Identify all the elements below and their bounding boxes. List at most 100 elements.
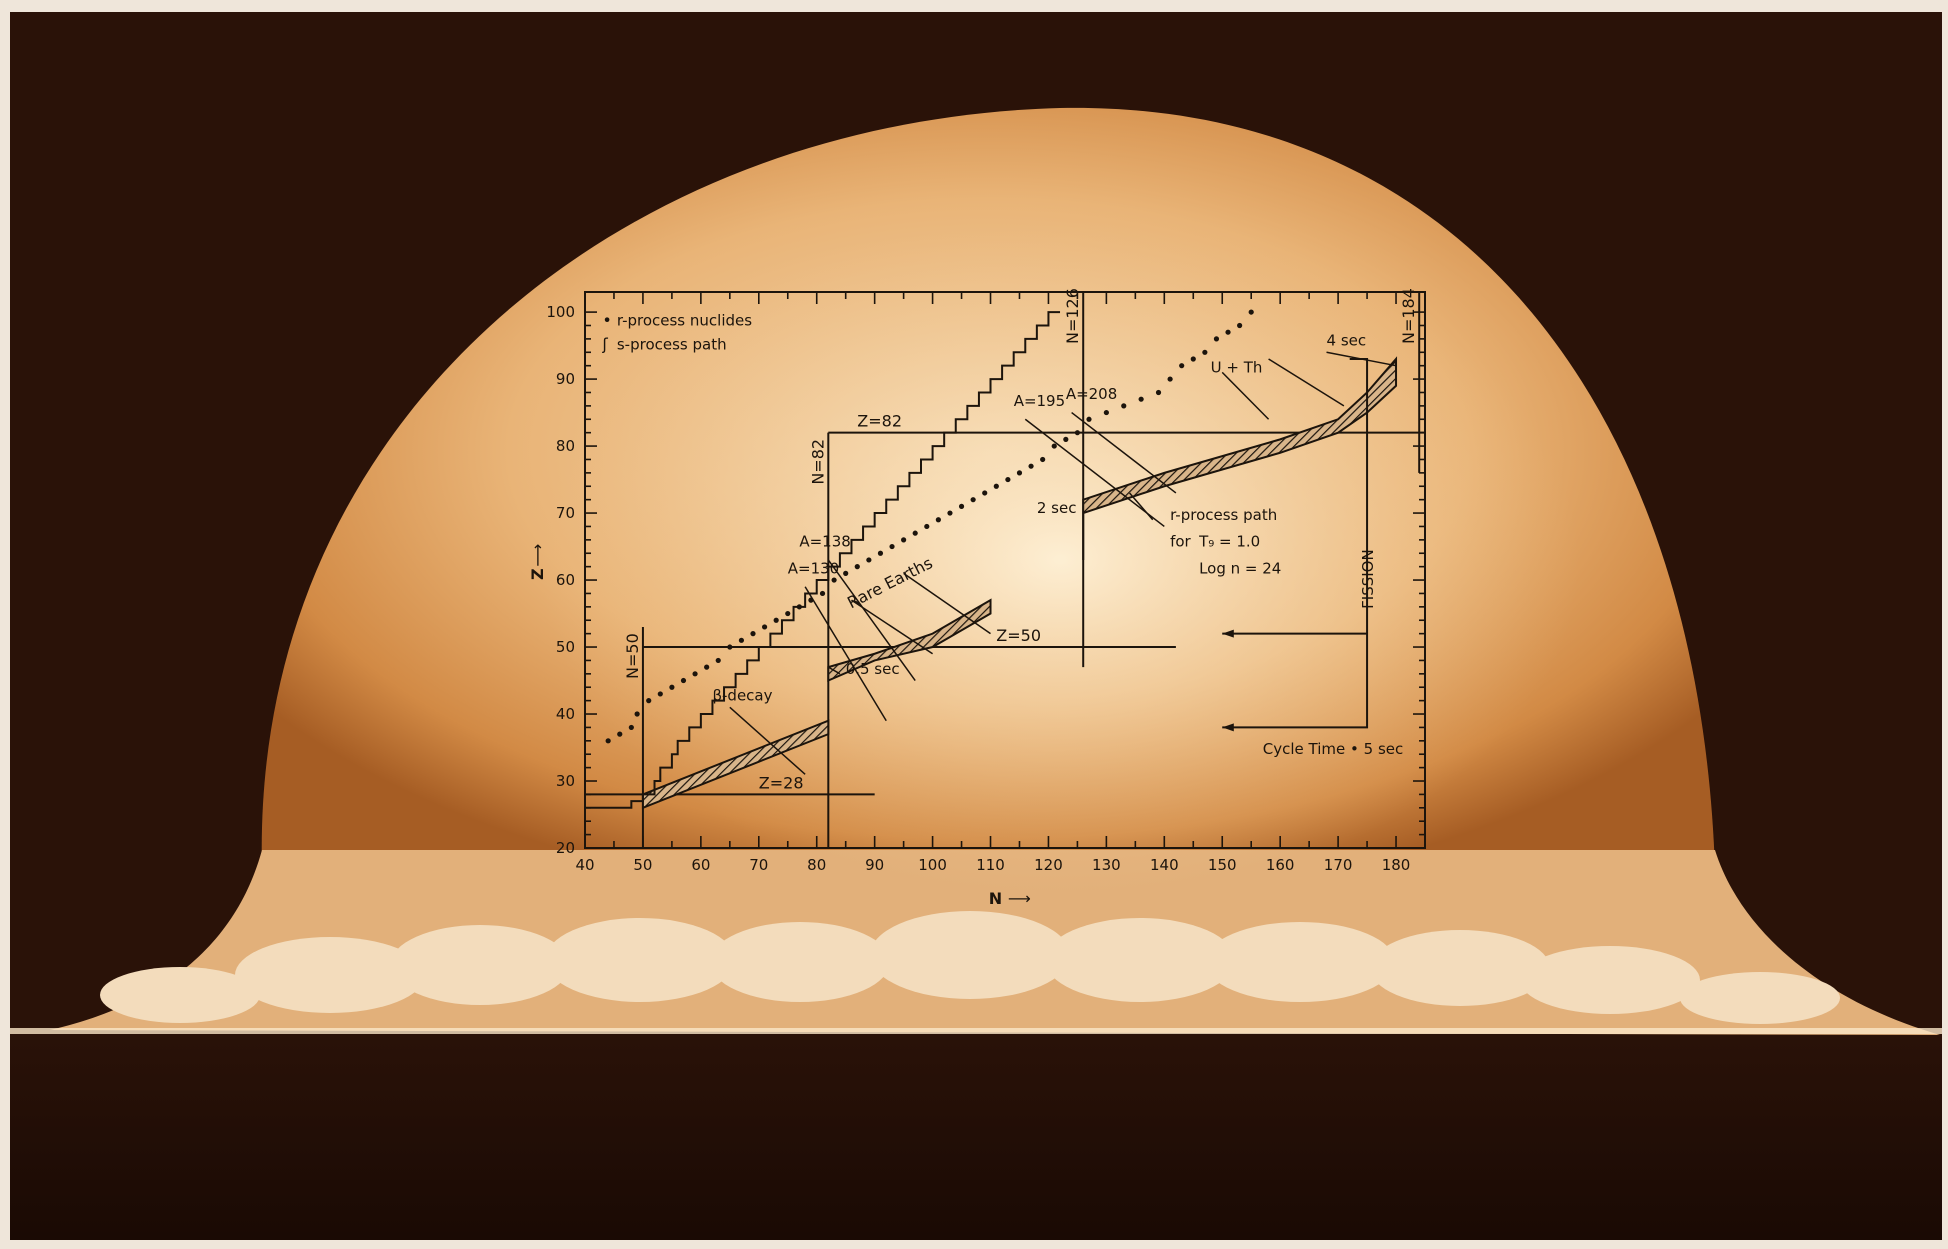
x-tick-label: 50	[633, 856, 652, 874]
r-process-nuclide-point	[924, 523, 930, 530]
annotations: A=130 A=138 A=195 A=208 β-decay 0.5 sec Rare E…	[712, 332, 1403, 775]
r-process-nuclide-point	[1167, 376, 1173, 382]
y-tick-label: 40	[556, 705, 575, 723]
annotation-leader-line	[1221, 371, 1270, 420]
annotation-label: 0.5 sec	[846, 660, 900, 678]
horizon-line	[10, 1028, 1942, 1034]
annotation-label: Cycle Time • 5 sec	[1263, 740, 1403, 758]
magic-line-label: N=184	[1399, 288, 1418, 344]
magic-line-label: N=82	[808, 439, 827, 485]
annotation-label: 4 sec	[1327, 332, 1367, 350]
r-process-nuclide-point	[657, 691, 663, 697]
annotation-leader-line	[804, 586, 887, 722]
annotation-leader-line	[1071, 411, 1177, 494]
x-tick-label: 180	[1382, 856, 1411, 874]
x-tick-label: 60	[691, 856, 710, 874]
r-process-nuclide-point	[692, 671, 698, 677]
r-process-nuclide-point	[831, 577, 837, 583]
r-process-nuclide-point	[1155, 389, 1162, 396]
x-axis-label: N	[989, 889, 1002, 908]
magic-number-lines: N=50 N=82 N=126 N=184 Z=28 Z=50 Z=82	[585, 288, 1425, 848]
r-process-nuclide-point	[738, 637, 745, 643]
annotation-leader-line	[729, 706, 806, 775]
magic-line-label: N=50	[623, 633, 642, 679]
r-process-band-segment	[827, 598, 992, 683]
annotation-leader-line	[903, 572, 991, 635]
r-process-nuclides	[605, 309, 1254, 744]
y-tick-label: 100	[546, 303, 575, 321]
y-tick-label: 50	[556, 638, 575, 656]
r-process-nuclide-point	[947, 510, 953, 516]
y-tick-label: 90	[556, 370, 575, 388]
tick-labels: 40 50 60 70 80 90 100 110 120 130 140 150 160 170 180 2…	[546, 303, 1410, 874]
r-process-band-segment	[1082, 356, 1398, 560]
r-process-nuclide-point	[889, 543, 895, 550]
r-process-nuclide-point	[773, 617, 779, 623]
tick-marks	[584, 292, 1426, 849]
r-process-nuclide-point	[1074, 430, 1081, 436]
r-process-nuclide-point	[1063, 436, 1069, 442]
annotation-label: Rare Earths	[844, 553, 935, 612]
annotation-label: A=138	[799, 533, 850, 551]
r-process-nuclide-point	[680, 677, 687, 684]
r-process-nuclide-point	[982, 490, 988, 496]
r-process-nuclide-point	[646, 698, 652, 704]
r-process-nuclide-point	[993, 483, 999, 489]
plot-frame	[584, 291, 1426, 849]
y-axis-arrow-icon: ⟶	[528, 544, 547, 567]
x-tick-label: 80	[807, 856, 826, 874]
r-process-nuclide-point	[796, 604, 802, 610]
magic-line-label: N=126	[1063, 288, 1082, 344]
legend-label: r-process nuclides	[617, 311, 752, 329]
r-process-nuclide-point	[1121, 403, 1127, 409]
annotation-leader-line	[1024, 418, 1165, 528]
r-process-nuclide-point	[750, 631, 756, 637]
r-process-nuclide-point	[1028, 463, 1034, 469]
r-process-nuclide-point	[866, 557, 872, 563]
annotation-label: A=208	[1066, 385, 1117, 403]
r-process-nuclide-point	[970, 497, 976, 503]
r-process-nuclide-point	[634, 711, 640, 717]
y-tick-label: 80	[556, 437, 575, 455]
y-tick-label: 30	[556, 772, 575, 790]
r-process-nuclide-point	[1248, 309, 1254, 315]
x-axis-arrow-icon: ⟶	[1008, 889, 1031, 908]
x-tick-label: 150	[1208, 856, 1237, 874]
x-tick-label: 100	[918, 856, 947, 874]
annotation-leader-line	[851, 599, 933, 655]
magic-line-label: Z=28	[759, 773, 804, 792]
r-process-nuclide-point	[628, 724, 634, 731]
r-process-nuclide-point	[1138, 396, 1144, 402]
annotation-leader-line	[827, 559, 916, 681]
magic-line-label: Z=50	[996, 626, 1041, 645]
r-process-nuclide-point	[843, 570, 849, 576]
r-process-nuclide-point	[1016, 470, 1023, 476]
x-tick-label: 120	[1034, 856, 1063, 874]
s-process-path	[585, 311, 1061, 809]
x-tick-label: 140	[1150, 856, 1179, 874]
r-process-nuclide-point	[1103, 409, 1109, 416]
annotation-label: for	[1170, 533, 1191, 551]
x-tick-label: 170	[1324, 856, 1353, 874]
r-process-nuclide-point	[1005, 476, 1011, 483]
r-process-nuclide-point	[1086, 416, 1092, 422]
annotation-label: U + Th	[1211, 358, 1263, 376]
r-process-nuclide-point	[715, 657, 721, 664]
x-tick-label: 90	[865, 856, 884, 874]
r-process-band-segment	[641, 719, 830, 810]
legend-marker: ʃ	[601, 334, 608, 353]
r-process-nuclide-point	[854, 564, 860, 570]
r-process-nuclide-point	[1051, 443, 1057, 449]
r-process-band	[641, 356, 1398, 810]
fission-arrowhead	[1222, 723, 1234, 732]
r-process-nuclide-point	[605, 738, 611, 744]
x-tick-label: 40	[575, 856, 594, 874]
s-process-path-line	[585, 311, 1061, 809]
annotation-label: A=130	[788, 559, 839, 577]
ground-shadow	[10, 1030, 1942, 1240]
r-process-nuclide-point	[901, 537, 907, 543]
legend: • r-process nuclides ʃ s-process path	[601, 310, 752, 353]
r-process-nuclide-point	[1202, 349, 1208, 355]
